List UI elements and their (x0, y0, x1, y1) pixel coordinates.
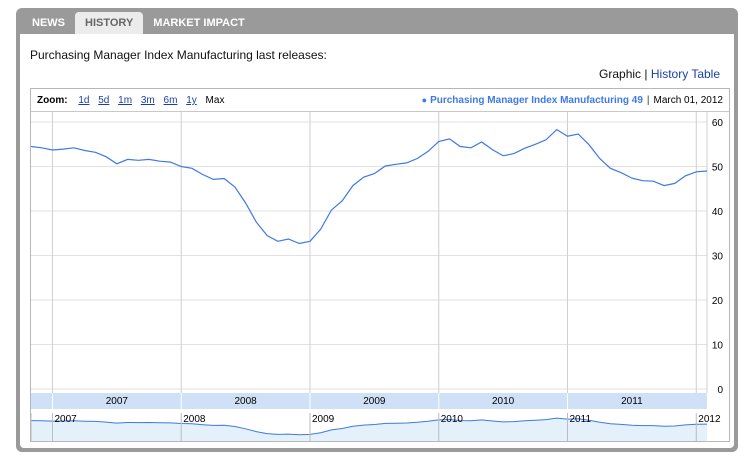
tab-bar: NEWS HISTORY MARKET IMPACT (22, 12, 255, 34)
page-title: Purchasing Manager Index Manufacturing l… (30, 48, 327, 62)
tab-news[interactable]: NEWS (32, 17, 65, 29)
y-tick-label: 60 (712, 118, 724, 129)
zoom-1d-button[interactable]: 1d (78, 95, 90, 106)
legend-dot-icon: ● (421, 95, 428, 105)
navigator-label: 2009 (312, 414, 335, 425)
y-axis: 0 10 20 30 40 50 60 (712, 118, 724, 396)
zoom-1m-button[interactable]: 1m (118, 95, 133, 106)
tab-market-impact[interactable]: MARKET IMPACT (153, 17, 245, 29)
zoom-3m-button[interactable]: 3m (140, 95, 155, 106)
x-tick-label: 2007 (106, 396, 129, 407)
chart-grid (31, 112, 708, 393)
y-tick-label: 30 (712, 252, 724, 263)
navigator[interactable]: 2007 2008 2009 2010 2011 2012 (31, 412, 729, 441)
chart-legend: ● Purchasing Manager Index Manufacturing … (422, 95, 723, 106)
navigator-label: 2008 (183, 414, 206, 425)
navigator-label: 2012 (698, 414, 721, 425)
view-separator: | (644, 67, 648, 81)
zoom-6m-button[interactable]: 6m (163, 95, 178, 106)
zoom-1y-button[interactable]: 1y (186, 95, 197, 106)
y-tick-label: 40 (712, 207, 724, 218)
tab-content: Purchasing Manager Index Manufacturing l… (20, 34, 734, 448)
history-table-link[interactable]: History Table (650, 67, 720, 81)
zoom-label: Zoom: (37, 95, 68, 106)
x-tick-label: 2009 (363, 396, 386, 407)
chart-toolbar: Zoom: 1d 5d 1m 3m 6m 1y Max ● Purchasing … (31, 89, 729, 112)
navigator-label: 2010 (441, 414, 464, 425)
year-band-background (31, 393, 707, 409)
history-panel: NEWS HISTORY MARKET IMPACT Purchasing Ma… (16, 8, 738, 452)
x-axis-band: 2007 2008 2009 2010 2011 (31, 393, 707, 409)
graphic-view-link[interactable]: Graphic (599, 67, 642, 81)
navigator-label: 2011 (570, 414, 592, 425)
x-tick-label: 2010 (492, 396, 515, 407)
legend-separator: | (646, 95, 650, 106)
y-tick-label: 10 (712, 341, 724, 352)
y-tick-label: 50 (712, 163, 724, 174)
series-line (31, 128, 708, 245)
series-line-path (31, 128, 708, 245)
y-tick-label: 20 (712, 296, 724, 307)
legend-date: March 01, 2012 (653, 95, 724, 106)
zoom-5d-button[interactable]: 5d (98, 95, 110, 106)
chart-container: Zoom: 1d 5d 1m 3m 6m 1y Max ● Purchasing … (30, 88, 730, 442)
navigator-area (31, 418, 707, 441)
zoom-controls: Zoom: 1d 5d 1m 3m 6m 1y Max (37, 95, 224, 106)
y-tick-label: 0 (717, 385, 723, 396)
navigator-line (31, 417, 708, 436)
x-tick-label: 2008 (234, 396, 257, 407)
x-tick-label: 2011 (621, 396, 643, 407)
legend-series-label: Purchasing Manager Index Manufacturing 4… (430, 95, 643, 106)
navigator-label: 2007 (54, 414, 77, 425)
tab-history[interactable]: HISTORY (75, 12, 144, 34)
zoom-max-button[interactable]: Max (205, 95, 225, 106)
view-switcher: Graphic | History Table (599, 67, 720, 81)
